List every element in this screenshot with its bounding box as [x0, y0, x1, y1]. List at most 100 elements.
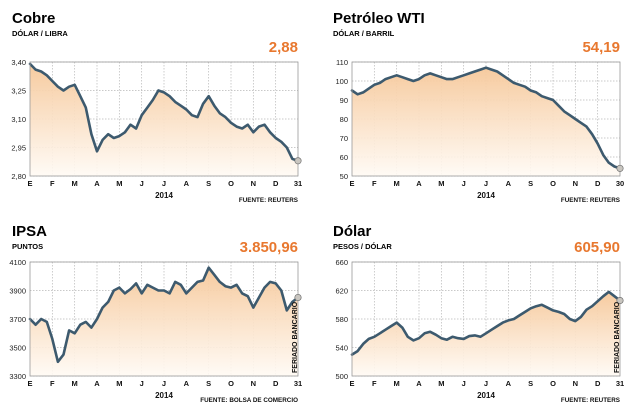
plot-frame	[351, 261, 621, 377]
y-tick-label: 70	[340, 134, 348, 143]
end-point-marker	[616, 296, 624, 305]
y-tick-label: 3900	[9, 287, 26, 296]
month-tick-label: M	[394, 379, 400, 388]
chart-panel: Dólar PESOS / DÓLAR 660 620 580 540 500 605,90 E…	[333, 223, 624, 404]
month-tick-label: S	[528, 179, 533, 188]
month-tick-label: N	[573, 379, 578, 388]
month-tick-label: F	[50, 179, 55, 188]
end-point-marker	[294, 293, 302, 302]
vertical-note-label: FERIADO BANCARIO	[614, 301, 621, 373]
y-tick-label: 620	[335, 287, 348, 296]
area-fill	[30, 63, 298, 176]
last-value-label: 54,19	[582, 39, 620, 56]
y-tick-label: 540	[335, 344, 348, 353]
y-tick-label: 80	[340, 115, 348, 124]
month-tick-label: O	[550, 179, 556, 188]
y-tick-label: 3500	[9, 344, 26, 353]
month-tick-label: N	[573, 179, 578, 188]
y-tick-label: 90	[340, 96, 348, 105]
series-line	[28, 266, 300, 364]
month-tick-label: S	[528, 379, 533, 388]
month-tick-label: J	[462, 179, 466, 188]
chart-panel: Petróleo WTI DÓLAR / BARRIL 110 100 90 80 70 60…	[333, 10, 624, 204]
chart-panel: IPSA PUNTOS 4100 3900 3700 3500 3300 3.850,96 E F…	[9, 223, 302, 404]
y-tick-label: 2,80	[11, 172, 26, 181]
month-tick-label: A	[94, 379, 100, 388]
month-tick-label: F	[50, 379, 55, 388]
series-line	[28, 62, 300, 163]
month-tick-label: M	[438, 179, 444, 188]
month-tick-label: J	[462, 379, 466, 388]
month-tick-label: M	[72, 179, 78, 188]
month-tick-label: N	[251, 179, 256, 188]
plot-frame	[29, 261, 299, 377]
month-tick-label: J	[162, 179, 166, 188]
month-tick-label: E	[27, 379, 32, 388]
y-tick-label: 50	[340, 172, 348, 181]
month-tick-label: A	[184, 379, 190, 388]
end-point-marker	[616, 164, 624, 172]
last-value-label: 605,90	[574, 239, 620, 256]
month-tick-label: M	[116, 179, 122, 188]
month-tick-label: E	[27, 179, 32, 188]
chart-subtitle: PUNTOS	[12, 242, 43, 251]
area-fill	[352, 67, 620, 176]
month-tick-label: F	[372, 179, 377, 188]
month-tick-label: D	[273, 379, 279, 388]
month-tick-label: A	[506, 379, 512, 388]
source-label: FUENTE: REUTERS	[239, 197, 298, 204]
source-label: FUENTE: BOLSA DE COMERCIO	[200, 397, 298, 404]
month-tick-label: A	[416, 379, 422, 388]
chart-title: Dólar	[333, 223, 372, 240]
month-tick-label: 30	[616, 179, 624, 188]
y-tick-label: 3,25	[11, 87, 26, 96]
month-tick-label: S	[206, 379, 211, 388]
source-label: FUENTE: REUTERS	[561, 197, 620, 204]
chart-subtitle: DÓLAR / BARRIL	[333, 29, 395, 38]
month-tick-label: D	[595, 179, 601, 188]
month-tick-label: D	[595, 379, 601, 388]
last-value-label: 2,88	[269, 39, 298, 56]
vertical-note-label: FERIADO BANCARIO	[292, 301, 299, 373]
y-tick-label: 100	[335, 77, 348, 86]
month-tick-label: O	[550, 379, 556, 388]
month-tick-label: J	[484, 179, 488, 188]
x-axis-year-label: 2014	[477, 391, 495, 400]
area-fill	[30, 267, 298, 376]
month-tick-label: A	[506, 179, 512, 188]
month-tick-label: A	[94, 179, 100, 188]
end-point-marker	[294, 157, 302, 165]
last-value-label: 3.850,96	[240, 239, 298, 256]
month-tick-label: 31	[294, 379, 302, 388]
chart-title: IPSA	[12, 223, 47, 240]
x-axis-year-label: 2014	[155, 191, 173, 200]
y-tick-label: 110	[336, 58, 348, 67]
month-tick-label: M	[394, 179, 400, 188]
month-tick-label: O	[228, 379, 234, 388]
chart-subtitle: PESOS / DÓLAR	[333, 242, 392, 251]
y-tick-label: 3,40	[11, 58, 26, 67]
chart-title: Petróleo WTI	[333, 10, 425, 27]
month-tick-label: M	[72, 379, 78, 388]
month-tick-label: E	[349, 379, 354, 388]
chart-subtitle: DÓLAR / LIBRA	[12, 29, 68, 38]
y-tick-label: 3,10	[11, 115, 26, 124]
chart-panel: Cobre DÓLAR / LIBRA 3,40 3,25 3,10 2,95 2,80 2,…	[11, 10, 302, 204]
y-tick-label: 4100	[9, 258, 26, 267]
y-tick-label: 660	[335, 258, 348, 267]
y-tick-label: 3700	[9, 315, 26, 324]
month-tick-label: E	[349, 179, 354, 188]
y-tick-label: 60	[340, 153, 348, 162]
month-tick-label: 31	[616, 379, 624, 388]
x-axis-year-label: 2014	[477, 191, 495, 200]
month-tick-label: F	[372, 379, 377, 388]
month-tick-label: J	[162, 379, 166, 388]
month-tick-label: D	[273, 179, 279, 188]
month-tick-label: J	[484, 379, 488, 388]
month-tick-label: 31	[294, 179, 302, 188]
month-tick-label: O	[228, 179, 234, 188]
month-tick-label: N	[251, 379, 256, 388]
y-tick-label: 500	[335, 372, 348, 381]
y-tick-label: 3300	[9, 372, 26, 381]
